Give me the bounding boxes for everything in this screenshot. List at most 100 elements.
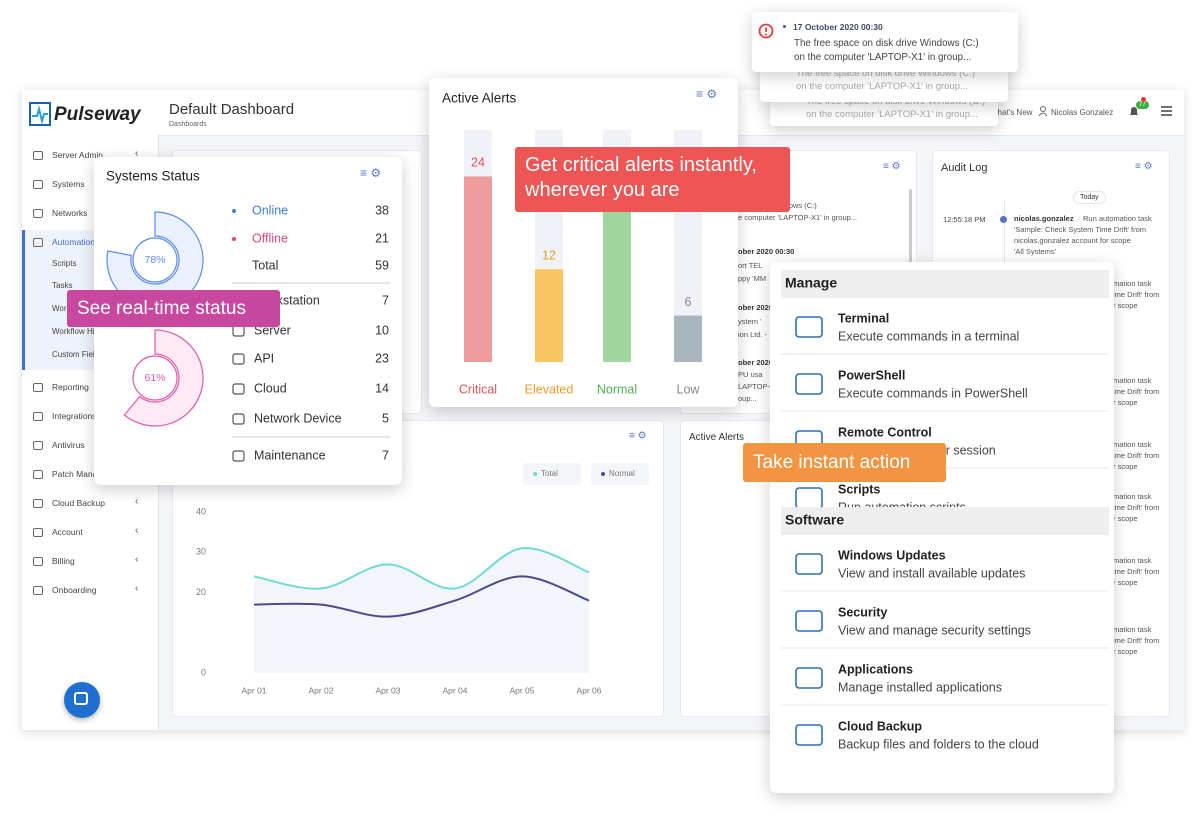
y-tick-label: 40 (196, 506, 206, 516)
menu-icon[interactable] (1161, 106, 1172, 116)
whats-new[interactable]: What's New (990, 108, 1033, 117)
sidebar-icon (33, 586, 43, 595)
alert-text: ober 2020 00:30 (738, 247, 795, 256)
menu-item[interactable]: Security View and manage security setting… (795, 605, 1031, 637)
sidebar-item[interactable]: Custom Fields (22, 348, 158, 364)
y-tick-label: 0 (201, 667, 206, 677)
entry-text: mation task (1113, 625, 1152, 634)
panel-icons[interactable]: ≡ ⚙ (883, 161, 901, 172)
notification-text: The free space on disk drive Windows (C:… (796, 68, 975, 79)
sidebar-item[interactable]: Cloud Backup ‹ (22, 496, 158, 512)
notification-card[interactable]: 17 October 2020 00:30 The free space on … (752, 12, 1018, 72)
legend-dot (601, 472, 605, 476)
line (253, 547, 590, 590)
line-chart: ≡ ⚙ 0 20 30 40 Apr 01 Apr 02 Apr 03 Apr 04 Apr 05… (196, 431, 649, 695)
category-label[interactable]: Critical (459, 382, 497, 396)
sidebar-item[interactable]: Tasks (22, 279, 158, 295)
x-tick-label: Apr 03 (375, 685, 400, 695)
category-label[interactable]: Low (677, 382, 701, 396)
sidebar-item[interactable]: Account ‹ (22, 525, 158, 541)
notification-text: The free space on disk drive Windows (C:… (794, 38, 979, 49)
page-title: Default Dashboard (169, 101, 295, 118)
entry-text: ime Drift' from (1113, 387, 1160, 396)
menu-item[interactable]: Applications Manage installed application… (795, 662, 1002, 694)
sidebar-label: Integrations (52, 411, 97, 421)
bell-icon[interactable] (1128, 104, 1140, 118)
x-tick-label: Apr 05 (509, 685, 534, 695)
sidebar-item[interactable]: Antivirus (22, 438, 158, 454)
x-tick-label: Apr 06 (576, 685, 601, 695)
card-icons[interactable]: ≡ ⚙ (360, 166, 381, 180)
sidebar-item[interactable]: Patch Management (22, 467, 158, 483)
sidebar-icon (33, 499, 43, 508)
sidebar-item[interactable]: Server Admin ‹ (22, 148, 158, 164)
bar (535, 269, 563, 362)
alert-text: oup... (738, 394, 757, 403)
user-name[interactable]: Nicolas Gonzalez (1051, 108, 1114, 117)
entry-text: ime Drift' from (1113, 290, 1160, 299)
sidebar-item[interactable]: Reporting (22, 380, 158, 396)
sidebar-icon (33, 528, 43, 537)
sidebar-icon (33, 470, 43, 479)
sidebar-item[interactable]: Systems (22, 177, 158, 193)
status-dot (232, 237, 236, 241)
user-icon (1038, 106, 1048, 116)
status-value: 59 (375, 258, 389, 272)
value-label: 12 (542, 248, 556, 262)
menu-item[interactable]: PowerShell Execute commands in PowerShell (795, 368, 1028, 400)
sidebar-label: Billing (52, 556, 75, 566)
sidebar-label: Reporting (52, 382, 89, 392)
sidebar-label: Automation (52, 237, 95, 247)
entry-text: r scope (1113, 647, 1138, 656)
bullet (783, 25, 786, 28)
alert-text: ober 2020 00:30 (738, 303, 795, 312)
item-description: View and manage security settings (838, 623, 1031, 637)
line (253, 575, 590, 618)
legend-pill[interactable] (591, 463, 649, 485)
sidebar-item[interactable]: Onboarding ‹ (22, 583, 158, 599)
category-label[interactable]: Normal (597, 382, 637, 396)
notification-badge: 77 (1136, 101, 1149, 109)
alert-text: PU usa (738, 370, 763, 379)
sidebar-item[interactable]: Integrations (22, 409, 158, 425)
bar (674, 315, 702, 362)
chevron: ‹ (135, 148, 139, 159)
menu-item[interactable]: Terminal Execute commands in a terminal (795, 311, 1019, 343)
sidebar-item[interactable]: Workflow History (22, 325, 158, 341)
logo-text: Pulseway (54, 104, 141, 125)
entry-text: mation task (1113, 556, 1152, 565)
scrollbar[interactable] (909, 189, 912, 299)
entry-text: nicolas.gonzalez account for scope (1014, 236, 1131, 245)
legend-pill[interactable] (523, 463, 581, 485)
menu-item[interactable]: Windows Updates View and install availabl… (795, 548, 1025, 580)
sidebar-item[interactable]: Networks (22, 206, 158, 222)
entry-text: mation task (1113, 376, 1152, 385)
type-value: 10 (375, 323, 389, 337)
card-icons[interactable]: ≡ ⚙ (696, 87, 717, 101)
sidebar-icon (33, 180, 43, 189)
chat-button[interactable] (64, 682, 100, 718)
menu-item[interactable]: Cloud Backup Backup files and folders to … (795, 719, 1039, 751)
entry-text: r scope (1113, 578, 1138, 587)
donut-segment (123, 329, 204, 427)
sidebar-icon (33, 412, 43, 421)
sidebar-item[interactable]: Scripts (22, 257, 158, 273)
sidebar-label: Custom Fields (52, 350, 104, 359)
sidebar-label: Workflow History (52, 327, 112, 336)
section-title: Software (785, 512, 844, 528)
category-label[interactable]: Elevated (525, 382, 574, 396)
bar (603, 207, 631, 362)
section-title: Manage (785, 275, 837, 291)
type-icon (232, 353, 245, 365)
sidebar-item[interactable]: Billing ‹ (22, 554, 158, 570)
value-label: 24 (471, 156, 485, 170)
card-title: Active Alerts (442, 91, 517, 106)
sidebar-label: Onboarding (52, 585, 97, 595)
type-icon (232, 383, 245, 395)
breadcrumb[interactable]: Dashboards (169, 121, 207, 128)
alert-text: e computer 'LAPTOP-X1' in group... (738, 213, 858, 222)
x-tick-label: Apr 04 (442, 685, 467, 695)
panel-icons[interactable]: ≡ ⚙ (629, 431, 647, 442)
panel-icons[interactable]: ≡ ⚙ (1135, 161, 1153, 172)
type-value: 5 (382, 411, 389, 425)
